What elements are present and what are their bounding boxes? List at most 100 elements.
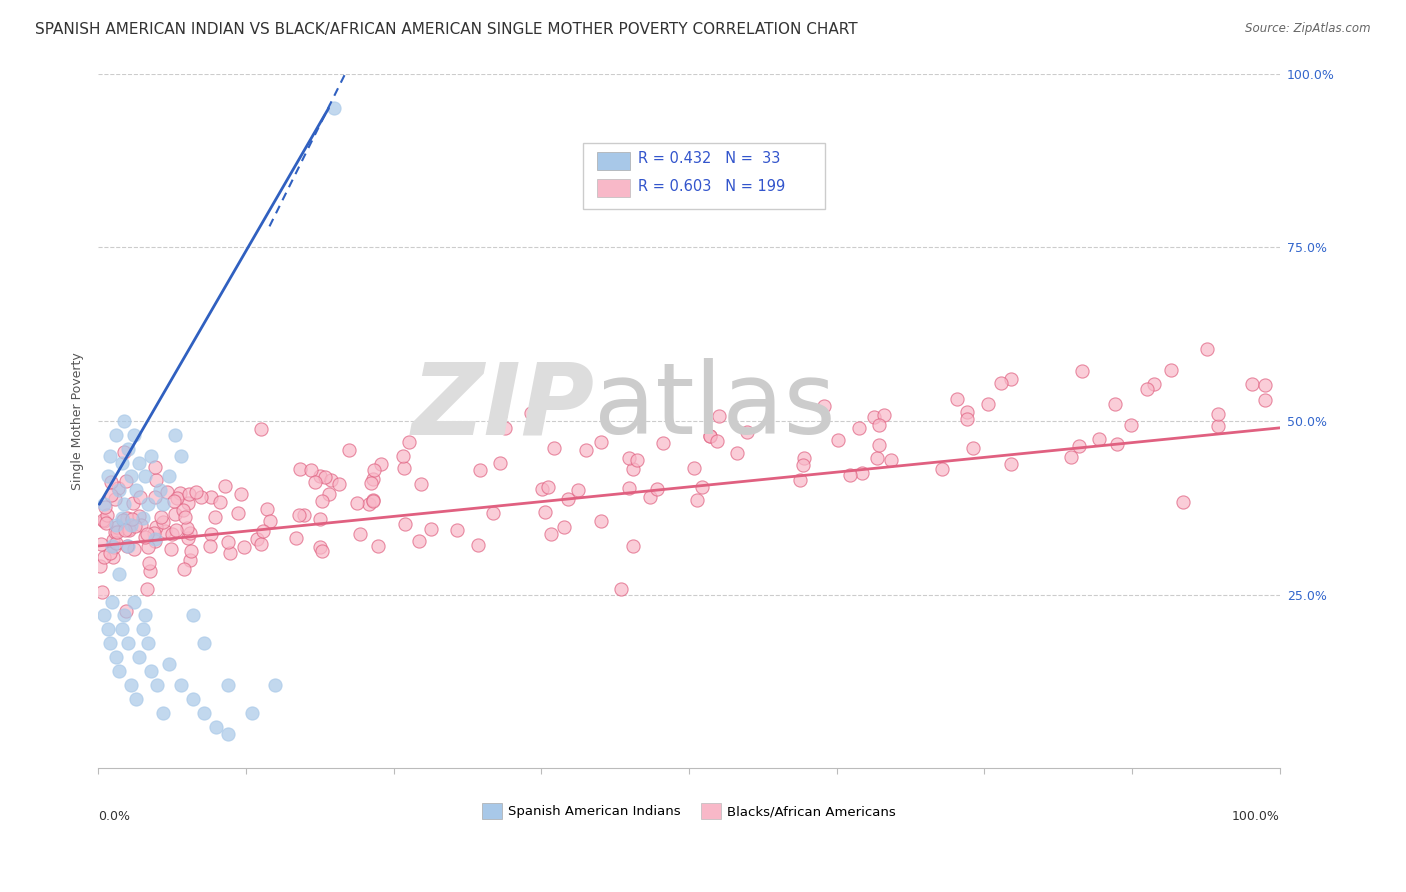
Point: [686, 493, 709, 508]
Point: [699, 429, 721, 443]
Point: [136, 527, 159, 541]
Point: [1119, 417, 1142, 432]
Point: [98, 546, 121, 560]
Point: [93, 549, 115, 564]
Point: [945, 392, 967, 407]
Point: [638, 490, 661, 504]
Point: [114, 604, 136, 618]
Point: [143, 526, 166, 541]
Point: [91, 513, 114, 527]
Point: [793, 451, 815, 466]
Point: [136, 636, 159, 650]
Point: [256, 501, 278, 516]
Point: [152, 515, 174, 529]
Point: [91, 584, 114, 599]
Point: [553, 519, 575, 533]
Point: [1254, 392, 1277, 407]
Text: ZIP: ZIP: [412, 359, 595, 456]
Point: [394, 517, 416, 532]
Point: [290, 462, 312, 476]
Point: [311, 544, 333, 558]
Point: [1206, 407, 1229, 421]
Text: Source: ZipAtlas.com: Source: ZipAtlas.com: [1246, 22, 1371, 36]
Point: [108, 566, 131, 581]
Point: [89, 559, 111, 574]
Point: [101, 594, 124, 608]
Point: [179, 526, 201, 541]
Point: [398, 435, 420, 450]
Point: [184, 485, 207, 500]
Point: [115, 539, 138, 553]
Point: [111, 511, 134, 525]
Point: [725, 445, 748, 459]
Point: [174, 510, 197, 524]
Point: [482, 506, 505, 520]
Point: [160, 542, 183, 557]
Point: [138, 556, 160, 570]
Point: [318, 487, 340, 501]
Point: [321, 473, 343, 487]
Point: [683, 461, 706, 475]
Point: [323, 101, 346, 115]
Point: [868, 418, 890, 433]
Point: [813, 400, 835, 414]
Point: [128, 491, 150, 505]
Point: [392, 460, 415, 475]
Point: [226, 506, 249, 520]
Point: [180, 543, 202, 558]
Point: [537, 479, 560, 493]
Point: [246, 532, 269, 546]
FancyBboxPatch shape: [582, 143, 825, 209]
Point: [990, 376, 1012, 391]
Point: [117, 442, 139, 456]
Point: [128, 650, 150, 665]
Point: [288, 508, 311, 522]
Point: [311, 494, 333, 508]
Point: [101, 549, 124, 564]
Point: [204, 509, 226, 524]
Point: [141, 664, 163, 678]
Point: [839, 468, 862, 483]
Point: [494, 421, 516, 435]
Point: [621, 462, 644, 476]
Point: [157, 469, 180, 483]
Point: [299, 463, 322, 477]
Point: [735, 425, 758, 439]
Point: [249, 537, 271, 551]
Point: [132, 511, 155, 525]
Point: [117, 539, 139, 553]
Point: [122, 594, 145, 608]
Point: [543, 441, 565, 455]
Point: [619, 451, 641, 466]
Point: [136, 497, 159, 511]
Point: [1104, 397, 1126, 411]
Point: [162, 526, 184, 541]
Point: [100, 488, 122, 502]
Point: [104, 525, 127, 540]
Y-axis label: Single Mother Poverty: Single Mother Poverty: [72, 352, 84, 490]
Point: [152, 706, 174, 720]
Point: [198, 539, 221, 553]
Point: [520, 405, 543, 419]
Point: [143, 532, 166, 546]
Point: [170, 449, 193, 463]
Point: [626, 452, 648, 467]
Point: [209, 495, 232, 509]
Point: [153, 524, 176, 538]
Point: [181, 608, 204, 623]
Point: [111, 456, 134, 470]
Point: [328, 477, 350, 491]
Point: [94, 500, 117, 514]
Point: [872, 408, 894, 422]
Point: [149, 510, 172, 524]
Point: [699, 429, 721, 443]
Point: [489, 456, 512, 470]
Point: [589, 514, 612, 528]
Point: [163, 493, 186, 508]
Point: [367, 540, 389, 554]
Point: [361, 494, 384, 508]
Point: [98, 449, 121, 463]
Point: [157, 657, 180, 671]
Point: [692, 480, 714, 494]
Point: [112, 497, 135, 511]
